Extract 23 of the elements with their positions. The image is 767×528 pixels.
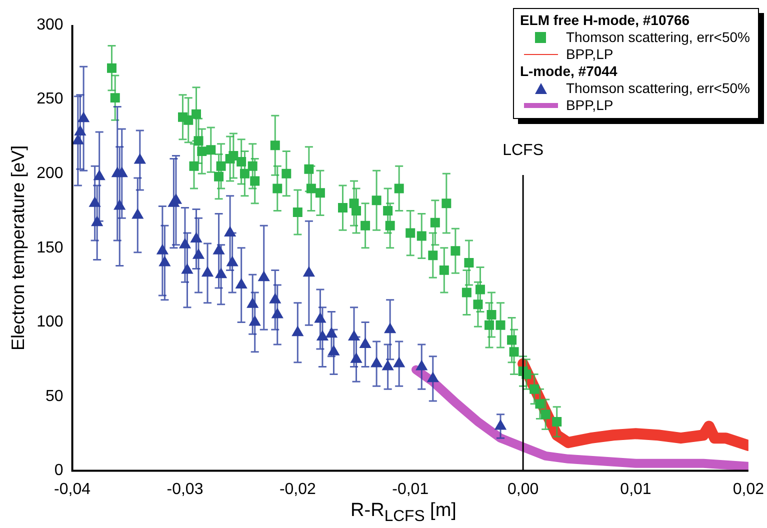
- x-tick-label: -0,01: [392, 480, 429, 498]
- y-tick-label: 150: [36, 239, 64, 256]
- legend-label: BPP,LP: [566, 46, 614, 63]
- annotation: ELM free H-mode, #10766: [520, 12, 691, 29]
- x-axis-title: R-R$_{LCFS}$ [m]: [350, 500, 458, 526]
- legend-label: BPP,LP: [566, 97, 614, 114]
- y-tick-label: 0: [54, 462, 64, 480]
- x-tick-label: 0,02: [732, 480, 764, 498]
- y-tick-label: 250: [36, 90, 64, 108]
- y-tick-label: 100: [36, 314, 64, 331]
- x-tick-label: -0,04: [54, 480, 91, 498]
- y-axis-title: Electron temperature [eV]: [8, 145, 28, 350]
- x-tick-label: 0,01: [620, 480, 652, 498]
- ref-line-label: LCFS: [502, 142, 544, 159]
- annotation: L-mode, #7044: [520, 63, 618, 80]
- y-tick-label: 300: [36, 16, 64, 34]
- y-tick-label: 200: [36, 165, 64, 182]
- x-tick-label: 0,00: [507, 480, 539, 498]
- y-tick-label: 50: [46, 388, 64, 405]
- legend-label: Thomson scattering, err<50%: [566, 80, 750, 97]
- x-tick-label: -0,03: [166, 480, 204, 498]
- legend-label: Thomson scattering, err<50%: [566, 29, 750, 46]
- x-tick-label: -0,02: [279, 480, 316, 498]
